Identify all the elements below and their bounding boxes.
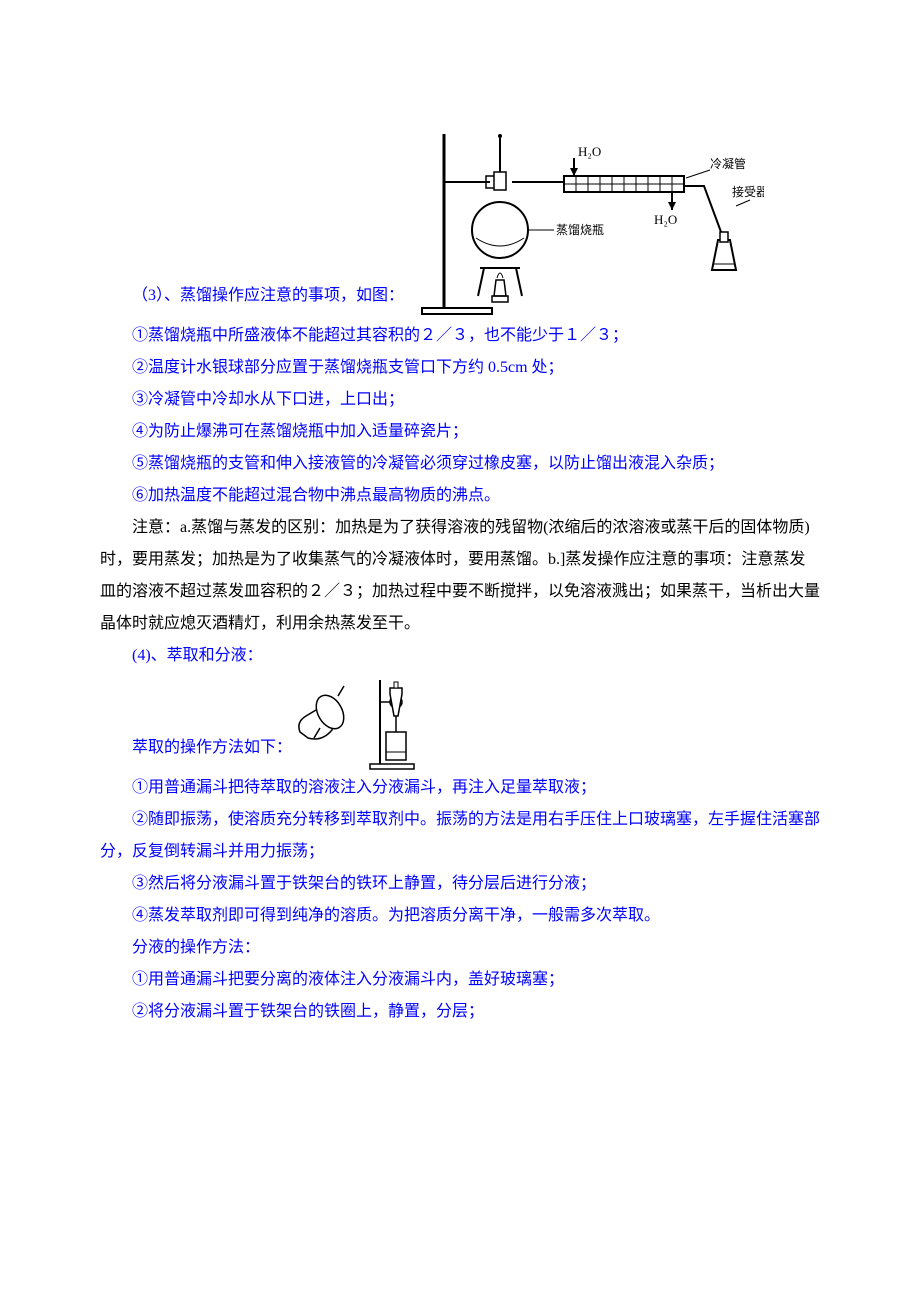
section3-caption: （3）、蒸馏操作应注意的事项，如图： [100,280,404,320]
s3-item-2: ②温度计水银球部分应置于蒸馏烧瓶支管口下方约 0.5cm 处； [100,352,820,384]
separate-item-1: ①用普通漏斗把要分离的液体注入分液漏斗内，盖好玻璃塞； [100,964,820,996]
label-receiver: 接受器 [732,184,764,199]
section3-header-row: （3）、蒸馏操作应注意的事项，如图： 蒸馏烧瓶 [100,120,820,320]
s3-item-4: ④为防止爆沸可在蒸馏烧瓶中加入适量碎瓷片； [100,416,820,448]
extract-item-3: ③然后将分液漏斗置于铁架台的铁环上静置，待分层后进行分液； [100,868,820,900]
s3-item-1: ①蒸馏烧瓶中所盛液体不能超过其容积的２／３，也不能少于１／３； [100,320,820,352]
label-flask: 蒸馏烧瓶 [556,223,604,237]
document-page: （3）、蒸馏操作应注意的事项，如图： 蒸馏烧瓶 [0,0,920,1302]
extract-item-4: ④蒸发萃取剂即可得到纯净的溶质。为把溶质分离干净，一般需多次萃取。 [100,900,820,932]
section4-header-row: 萃取的操作方法如下： [100,672,820,772]
separate-item-2: ②将分液漏斗置于铁架台的铁圈上，静置，分层； [100,996,820,1028]
s3-item-3: ③冷凝管中冷却水从下口进，上口出； [100,384,820,416]
s3-item-6: ⑥加热温度不能超过混合物中沸点最高物质的沸点。 [100,480,820,512]
extract-item-1: ①用普通漏斗把待萃取的溶液注入分液漏斗，再注入足量萃取液； [100,772,820,804]
separate-heading: 分液的操作方法： [100,932,820,964]
s3-note: 注意：a.蒸馏与蒸发的区别：加热是为了获得溶液的残留物(浓缩后的浓溶液或蒸干后的… [100,512,820,640]
s3-item-5: ⑤蒸馏烧瓶的支管和伸入接液管的冷凝管必须穿过橡皮塞，以防止馏出液混入杂质； [100,448,820,480]
distillation-diagram: 蒸馏烧瓶 H₂ [404,120,764,320]
extraction-diagram [292,672,432,772]
extract-item-2: ②随即振荡，使溶质充分转移到萃取剂中。振荡的方法是用右手压住上口玻璃塞，左手握住… [100,804,820,868]
extract-heading: 萃取的操作方法如下： [100,732,292,772]
label-h2o-bottom: H₂O [654,212,677,227]
label-h2o-top: H₂O [578,144,601,159]
section4-title: (4)、萃取和分液： [100,640,820,672]
label-condenser: 冷凝管 [710,156,746,171]
